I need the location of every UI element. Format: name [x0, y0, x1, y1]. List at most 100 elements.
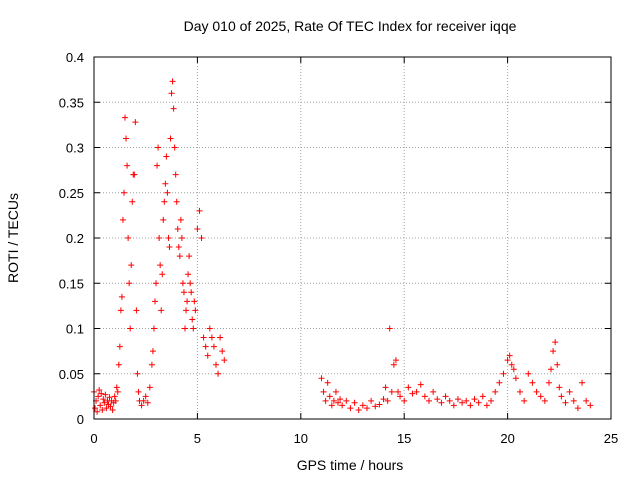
data-point [372, 403, 379, 410]
data-point [219, 348, 226, 355]
data-point [99, 406, 106, 413]
data-point [152, 298, 159, 305]
data-point [115, 361, 122, 368]
data-point [417, 381, 424, 388]
data-point [421, 393, 428, 400]
data-point [116, 343, 123, 350]
data-point [174, 225, 181, 232]
data-point [351, 399, 358, 406]
data-point [376, 401, 383, 408]
data-point [106, 394, 113, 401]
data-point [459, 399, 466, 406]
data-point [521, 397, 528, 404]
data-point [154, 162, 161, 169]
data-point [533, 388, 540, 395]
data-point [183, 307, 190, 314]
data-point [155, 144, 162, 151]
x-tick-label: 25 [604, 431, 618, 446]
data-point [337, 396, 344, 403]
data-point [386, 325, 393, 332]
data-point [94, 408, 101, 415]
data-point [529, 379, 536, 386]
data-point [125, 235, 132, 241]
data-point [184, 298, 191, 305]
y-axis: 0 0.05 0.1 0.15 0.2 0.25 0.3 0.35 0.4 [59, 50, 611, 427]
y-tick-label: 0 [77, 412, 84, 427]
plot-frame [93, 56, 612, 420]
data-point [343, 397, 350, 404]
chart-title: Day 010 of 2025, Rate Of TEC Index for r… [184, 18, 517, 34]
data-point [177, 216, 184, 223]
data-point [162, 180, 169, 187]
data-point [196, 207, 203, 214]
data-point [320, 388, 327, 395]
data-point [122, 114, 129, 121]
data-point [355, 406, 362, 413]
data-point [471, 396, 478, 403]
data-point [200, 334, 207, 341]
data-point [537, 393, 544, 400]
data-point [384, 397, 391, 404]
data-point [359, 402, 366, 409]
data-point [119, 216, 126, 223]
data-point [133, 307, 140, 314]
data-point [113, 384, 120, 391]
data-point [198, 235, 205, 241]
data-point [208, 334, 215, 341]
y-tick-label: 0.25 [59, 186, 84, 201]
data-point [161, 198, 168, 205]
data-point [496, 379, 503, 386]
data-point [206, 325, 213, 332]
data-point [579, 379, 586, 386]
data-point [368, 397, 375, 404]
data-point [326, 393, 333, 400]
grid [94, 57, 611, 419]
data-point [176, 253, 183, 260]
data-point [142, 393, 149, 400]
x-axis: 0 5 10 15 20 25 [90, 57, 618, 446]
data-point [479, 393, 486, 400]
data-point [179, 280, 186, 287]
data-point [117, 307, 124, 314]
data-point [132, 119, 139, 126]
data-point [192, 307, 199, 314]
data-point [170, 105, 177, 112]
data-point [98, 390, 105, 397]
data-point [163, 153, 170, 160]
data-point [92, 405, 99, 412]
data-point [488, 397, 495, 404]
data-point [442, 393, 449, 400]
data-point [189, 316, 196, 323]
data-point [140, 397, 147, 404]
data-point [558, 393, 565, 400]
data-point [492, 388, 499, 395]
data-point [169, 78, 176, 85]
data-point [159, 271, 166, 278]
x-axis-label: GPS time / hours [297, 457, 404, 473]
data-point [114, 388, 121, 395]
data-point [210, 343, 217, 350]
data-point [131, 171, 138, 178]
data-point [426, 397, 433, 404]
data-point [392, 357, 399, 364]
y-tick-label: 0.3 [66, 141, 84, 156]
data-point [409, 390, 416, 397]
data-point [164, 189, 171, 196]
data-point [390, 361, 397, 368]
data-point [150, 325, 157, 332]
data-point [158, 307, 165, 314]
data-point [107, 403, 114, 410]
data-point [332, 388, 339, 395]
data-point [554, 361, 561, 368]
data-point [548, 366, 555, 373]
data-point [157, 262, 164, 269]
data-point [173, 198, 180, 205]
data-point [328, 402, 335, 409]
data-point [156, 235, 163, 241]
data-point [335, 399, 342, 406]
data-point [167, 135, 174, 142]
data-point [510, 366, 517, 373]
data-point [175, 244, 182, 251]
data-point [124, 162, 131, 169]
